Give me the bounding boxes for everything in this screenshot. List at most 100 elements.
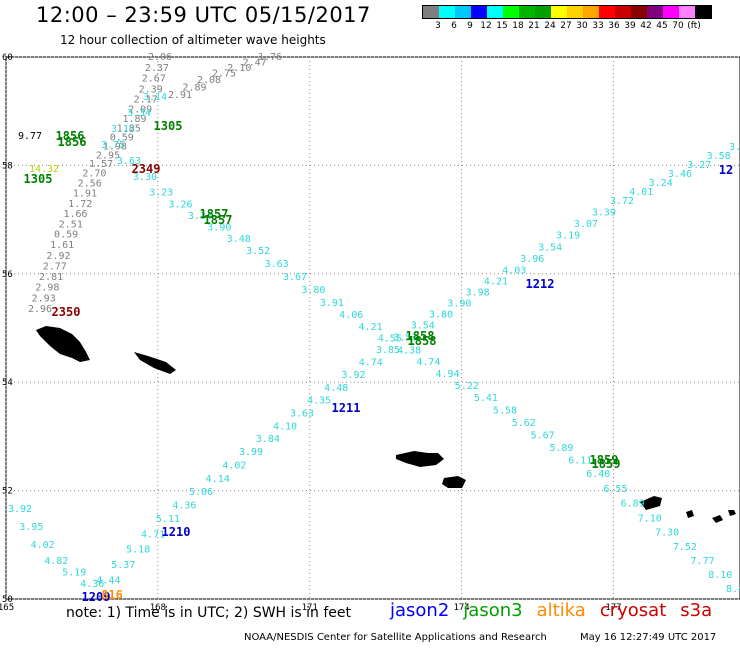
swh-value: 3.72: [610, 196, 634, 207]
pass-time-label: 2349: [132, 162, 161, 176]
swh-value: 0.59: [110, 133, 134, 144]
pass-time-label: 1859: [592, 457, 621, 471]
swh-value: 3.53: [393, 333, 417, 344]
longitude-label: 165: [0, 603, 14, 613]
legend-swatch: [535, 6, 551, 18]
legend-labels: 3 6 9 12 15 18 21 24 27 30 33 36 39 42 45 70 (ft): [422, 19, 712, 33]
swh-value: 1.91: [73, 189, 97, 200]
swh-value: 2.70: [82, 168, 106, 179]
pass-time-label: 2350: [52, 305, 81, 319]
legend-label: 12: [480, 21, 492, 31]
legend-swatch: [663, 6, 679, 18]
swh-value: 2.06: [148, 52, 172, 63]
swh-value: 3.95: [19, 522, 43, 533]
legend-swatch: [567, 6, 583, 18]
swh-value: 2.93: [32, 293, 56, 304]
swh-value: 0.59: [54, 230, 78, 241]
swh-value: 4.01: [629, 187, 653, 198]
swh-value: 2.98: [35, 283, 59, 294]
legend-label: 18: [512, 21, 524, 31]
swh-value: 4.48: [324, 383, 348, 394]
swh-value: 5.22: [455, 381, 479, 392]
swh-value: 1.72: [68, 199, 92, 210]
swh-value: 3.90: [447, 298, 471, 309]
swh-value: 2.08: [197, 75, 221, 86]
swh-value: 3.80: [301, 285, 325, 296]
pass-time-label: 1857: [200, 207, 229, 221]
swh-value: 3.58: [707, 151, 731, 162]
legend-label: 6: [451, 21, 457, 31]
legend-swatch: [439, 6, 455, 18]
latitude-label: 52: [2, 487, 13, 497]
swh-value: 2.47: [243, 58, 267, 69]
legend-swatch: [679, 6, 695, 18]
legend-label: 36: [608, 21, 620, 31]
swh-value: 2.96: [28, 304, 52, 315]
legend-swatch: [503, 6, 519, 18]
swh-value: 3.63: [265, 259, 289, 270]
latitude-label: 60: [2, 53, 13, 63]
swh-value: 3.14: [143, 92, 167, 103]
pass-time-label: 1209: [82, 590, 111, 604]
latitude-label: 58: [2, 161, 13, 171]
longitude-label: 174: [453, 603, 469, 613]
swh-value: 2.92: [46, 251, 70, 262]
legend-swatch: [519, 6, 535, 18]
island-shape: [728, 510, 736, 516]
swh-value: 3.75: [101, 140, 125, 151]
longitude-label: 177: [605, 603, 621, 613]
swh-value: 3.91: [320, 298, 344, 309]
satellite-name: jason2: [390, 600, 450, 621]
swh-value: 5.62: [512, 418, 536, 429]
swh-value: 5.41: [474, 393, 498, 404]
legend-swatch: [551, 6, 567, 18]
swh-value: 3.85: [376, 345, 400, 356]
longitude-label: 171: [302, 603, 318, 613]
swh-value: 3.52: [246, 246, 270, 257]
swh-value: 4.71: [141, 529, 165, 540]
swh-value: 4.94: [435, 369, 459, 380]
swh-value: 3.07: [574, 219, 598, 230]
legend-label: 39: [624, 21, 636, 31]
swh-value: 3.26: [169, 199, 193, 210]
satellite-name: altika: [536, 600, 586, 621]
swh-value: 5.89: [549, 443, 573, 454]
swh-value: 3.84: [256, 434, 280, 445]
legend-label: 21: [528, 21, 540, 31]
legend-unit: (ft): [687, 21, 701, 31]
pass-time-label: 1856: [56, 129, 85, 143]
satellite-name: cryosat: [599, 600, 667, 621]
swh-value: 2.75: [212, 69, 236, 80]
swh-value: 3.54: [538, 242, 562, 253]
swh-value: 3.30: [133, 172, 157, 183]
legend-swatch: [695, 6, 711, 18]
latitude-label: 54: [2, 378, 13, 388]
legend-label: 27: [560, 21, 572, 31]
color-legend: 3 6 9 12 15 18 21 24 27 30 33 36 39 42 45 70 (ft): [422, 5, 712, 33]
altimeter-tracks: 2.062.372.672.392.172.091.891.850.591.98…: [8, 52, 740, 595]
swh-value: 1.85: [117, 124, 141, 135]
swh-value: 4.38: [397, 345, 421, 356]
swh-value: 2.51: [59, 219, 83, 230]
island-shape: [134, 352, 176, 374]
swh-value: 3.99: [239, 447, 263, 458]
swh-value: 2.67: [142, 74, 166, 85]
swh-value: 2.09: [128, 104, 152, 115]
legend-swatch: [471, 6, 487, 18]
swh-value: 3.80: [429, 309, 453, 320]
swh-value: 4.21: [358, 322, 382, 333]
legend-swatches: [422, 5, 712, 19]
swh-value: 1.98: [103, 141, 127, 152]
swh-value: 7.10: [638, 513, 662, 524]
swh-value: 2.91: [168, 90, 192, 101]
swh-value: 3.90: [207, 223, 231, 234]
legend-label: 70: [672, 21, 684, 31]
swh-value: 6.55: [603, 484, 627, 495]
swh-value: 4.35: [307, 396, 331, 407]
credit-line: NOAA/NESDIS Center for Satellite Applica…: [244, 632, 547, 643]
swh-value: 2.37: [145, 63, 169, 74]
island-shape: [686, 510, 694, 518]
satellite-name: s3a: [680, 600, 713, 621]
pass-time-label: 816: [101, 588, 123, 602]
